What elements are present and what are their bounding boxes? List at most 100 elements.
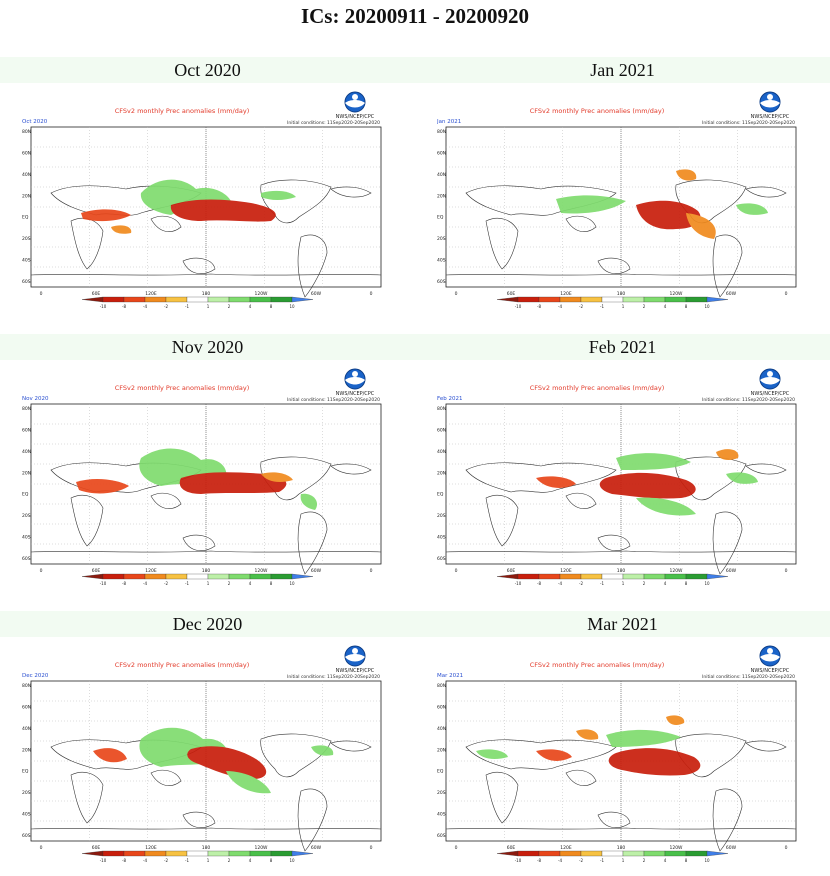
latitude-label: 40N [437,449,446,455]
noaa-logo-icon [759,368,781,390]
colorbar-tick-label: -2 [579,858,583,863]
longitude-label: 180 [617,291,626,297]
forecast-map-panel: CFSv2 monthly Prec anomalies (mm/day) Feb… [437,364,797,596]
colorbar-tick-label: 2 [643,581,646,586]
longitude-label: 0 [455,845,458,851]
latitude-label: 40S [437,535,446,541]
colorbar-tick-label: -10 [100,304,107,309]
longitude-label: 0 [40,291,43,297]
longitude-label: 0 [40,568,43,574]
longitude-label: 120E [560,568,572,574]
map-credit: NWS/NCEP/CPC [751,391,790,397]
colorbar-tick-label: -4 [143,581,147,586]
latitude-label: 20N [437,470,446,476]
latitude-label: 20S [22,236,31,242]
latitude-label: 40N [437,726,446,732]
longitude-label: 0 [785,291,788,297]
latitude-label: 40S [22,812,31,818]
panel-month-title: Jan 2021 [415,57,830,83]
latitude-label: 60N [22,150,31,156]
latitude-label: 20N [437,747,446,753]
latitude-label: EQ [437,769,444,775]
longitude-label: 120W [669,291,683,297]
longitude-label: 60E [92,845,101,851]
colorbar-tick-label: -8 [122,304,126,309]
colorbar: -10 -8 -4 -2 -1 1 2 4 8 10 [81,573,314,586]
latitude-label: EQ [437,215,444,221]
latitude-label: 40N [22,449,31,455]
latitude-label: 60S [22,279,31,285]
latitude-label: 20S [22,513,31,519]
longitude-label: 0 [455,568,458,574]
noaa-logo-icon [344,91,366,113]
initial-conditions-label: Initial conditions: 11Sep2020-20Sep2020 [287,674,380,680]
colorbar-tick-label: 2 [228,304,231,309]
colorbar-tick-label: 8 [685,581,688,586]
panel-month-title: Nov 2020 [0,334,415,360]
latitude-label: 60S [22,556,31,562]
longitude-label: 0 [370,568,373,574]
map-credit: NWS/NCEP/CPC [336,114,375,120]
latitude-label: 20S [437,236,446,242]
initial-conditions-label: Initial conditions: 11Sep2020-20Sep2020 [702,674,795,680]
map-area [30,403,382,575]
longitude-label: 60W [311,845,322,851]
longitude-label: 0 [40,845,43,851]
latitude-label: 20N [22,470,31,476]
latitude-label: 40N [22,726,31,732]
colorbar-tick-label: 8 [270,581,273,586]
longitude-label: 60W [311,291,322,297]
longitude-label: 0 [370,291,373,297]
map-title: CFSv2 monthly Prec anomalies (mm/day) [115,107,249,115]
latitude-label: 20S [437,513,446,519]
latitude-label: 60N [437,427,446,433]
forecast-map-panel: CFSv2 monthly Prec anomalies (mm/day) Oct… [22,87,382,319]
map-credit: NWS/NCEP/CPC [751,114,790,120]
page-title: ICs: 20200911 - 20200920 [300,4,530,28]
map-corner-label: Oct 2020 [22,119,48,125]
colorbar-tick-label: 8 [270,304,273,309]
colorbar-tick-label: -2 [579,581,583,586]
panel-month-title: Dec 2020 [0,611,415,637]
colorbar-tick-label: 1 [207,858,210,863]
panel-month-title: Mar 2021 [415,611,830,637]
latitude-label: 40N [437,172,446,178]
colorbar-tick-label: -10 [515,304,522,309]
latitude-label: 80N [437,683,446,689]
colorbar-tick-label: 10 [704,581,710,586]
colorbar-tick-label: -8 [537,858,541,863]
colorbar-tick-label: 1 [622,858,625,863]
colorbar-tick-label: -8 [537,581,541,586]
latitude-label: 60N [437,150,446,156]
map-area [30,126,382,298]
colorbar-tick-label: -8 [537,304,541,309]
colorbar-tick-label: 4 [249,581,252,586]
latitude-label: EQ [22,769,29,775]
forecast-map-panel: CFSv2 monthly Prec anomalies (mm/day) Dec… [22,641,382,873]
latitude-label: 60S [437,279,446,285]
longitude-label: 120E [145,291,157,297]
colorbar-tick-label: 2 [228,581,231,586]
colorbar-tick-label: 10 [289,858,295,863]
colorbar-tick-label: -2 [164,858,168,863]
map-area [30,680,382,852]
latitude-label: 80N [22,683,31,689]
map-credit: NWS/NCEP/CPC [336,391,375,397]
longitude-label: 120W [254,568,268,574]
latitude-label: 80N [22,129,31,135]
noaa-logo-icon [759,645,781,667]
colorbar-tick-label: -4 [558,581,562,586]
colorbar-tick-label: -1 [185,581,189,586]
map-corner-label: Feb 2021 [437,396,462,402]
colorbar-tick-label: -1 [185,304,189,309]
colorbar: -10 -8 -4 -2 -1 1 2 4 8 10 [81,296,314,309]
colorbar: -10 -8 -4 -2 -1 1 2 4 8 10 [496,296,729,309]
map-title: CFSv2 monthly Prec anomalies (mm/day) [530,107,664,115]
colorbar-tick-label: -10 [100,858,107,863]
colorbar-tick-label: 10 [289,581,295,586]
longitude-label: 120W [669,845,683,851]
latitude-label: 20S [437,790,446,796]
forecast-map-panel: CFSv2 monthly Prec anomalies (mm/day) Jan… [437,87,797,319]
colorbar-tick-label: 1 [207,304,210,309]
colorbar-tick-label: 10 [704,858,710,863]
